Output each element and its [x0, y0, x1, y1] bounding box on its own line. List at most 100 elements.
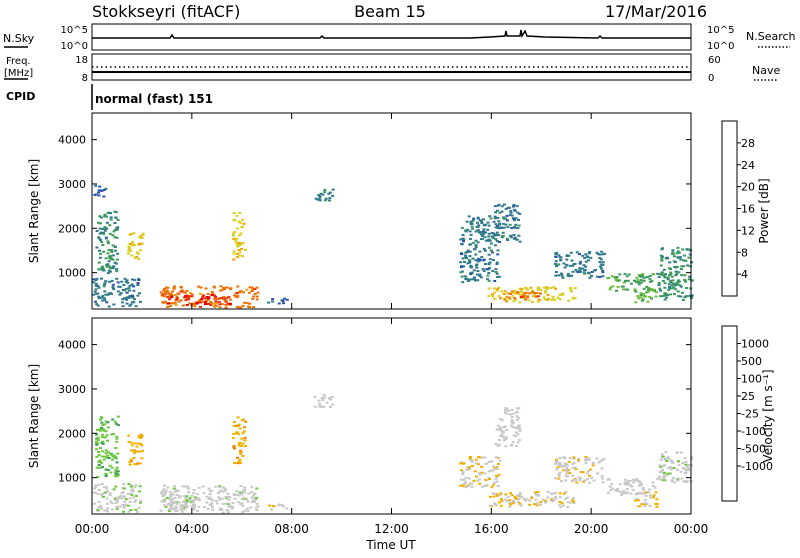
power-cell — [657, 282, 661, 284]
velocity-cell — [188, 497, 192, 500]
velocity-cell — [96, 493, 100, 496]
velocity-cell — [99, 466, 103, 469]
velocity-cell — [205, 501, 209, 504]
velocity-patch — [488, 490, 576, 509]
velocity-colorbar-label: Velocity [m s⁻¹] — [761, 369, 775, 462]
power-cell — [482, 218, 485, 221]
velocity-cell — [211, 508, 214, 511]
power-cell — [509, 293, 513, 295]
velocity-cell — [178, 495, 182, 498]
velocity-cell — [115, 508, 119, 511]
velocity-cell — [253, 500, 256, 503]
power-cell — [542, 286, 546, 289]
power-cell — [247, 291, 251, 294]
velocity-cell — [236, 501, 240, 504]
power-cell — [479, 233, 483, 236]
velocity-cell — [517, 424, 521, 427]
power-cell — [218, 306, 222, 309]
velocity-cell — [110, 502, 114, 505]
velocity-cell — [235, 431, 239, 434]
velocity-cell — [192, 503, 195, 506]
power-cell — [479, 238, 483, 240]
velocity-cell — [99, 505, 102, 508]
velocity-cell — [130, 488, 134, 491]
velocity-patch — [606, 478, 657, 497]
velocity-cell — [683, 472, 687, 475]
velocity-cell — [328, 405, 332, 408]
velocity-cell — [331, 403, 334, 406]
power-cell — [479, 231, 483, 233]
velocity-cell — [245, 498, 249, 501]
power-cell — [95, 292, 98, 295]
power-cell — [687, 256, 691, 259]
velocity-cell — [465, 468, 469, 471]
power-cell — [468, 255, 472, 258]
power-cell — [467, 258, 471, 261]
velocity-cell — [114, 502, 118, 504]
velocity-cell — [240, 493, 244, 496]
velocity-cell — [483, 472, 487, 475]
power-cell — [671, 251, 675, 254]
velocity-cell — [477, 472, 481, 475]
power-cell — [475, 273, 479, 276]
velocity-cell — [115, 461, 119, 464]
velocity-cell — [203, 506, 207, 508]
velocity-patch — [656, 451, 694, 484]
power-cell — [586, 256, 590, 259]
velocity-cell — [557, 473, 561, 476]
velocity-cell — [514, 431, 518, 434]
velocity-cell — [459, 484, 463, 487]
power-cell — [680, 265, 684, 268]
power-cell — [518, 287, 522, 290]
velocity-cell — [205, 495, 209, 498]
power-cell — [102, 250, 106, 253]
power-cell — [571, 270, 575, 273]
power-cell — [573, 297, 577, 300]
velocity-cell — [110, 433, 114, 436]
velocity-cell — [602, 458, 606, 460]
power-cell — [655, 291, 659, 294]
velocity-cell — [607, 491, 610, 494]
power-cell — [235, 237, 239, 240]
power-cell — [232, 258, 236, 261]
power-cell — [626, 279, 630, 282]
velocity-cell — [121, 503, 124, 506]
power-cell — [685, 287, 689, 289]
power-cell — [474, 239, 478, 242]
velocity-cell — [175, 509, 179, 512]
velocity-cell — [101, 440, 105, 443]
velocity-cell — [226, 503, 230, 506]
velocity-cell — [96, 475, 100, 478]
velocity-cell — [254, 506, 258, 509]
power-cell — [209, 304, 213, 306]
power-cell — [613, 276, 617, 279]
power-cell — [159, 291, 163, 294]
velocity-cell — [565, 466, 569, 469]
power-cell — [103, 299, 107, 302]
power-cell — [633, 288, 637, 291]
velocity-cell — [660, 453, 664, 456]
velocity-cell — [173, 496, 177, 499]
power-cell — [476, 221, 479, 224]
power-cell — [674, 284, 678, 287]
velocity-cell — [659, 478, 663, 481]
power-cell — [668, 261, 672, 264]
velocity-cell — [226, 511, 230, 514]
power-cell — [503, 290, 507, 293]
power-cell — [469, 220, 473, 223]
power-cell — [125, 296, 129, 299]
velocity-cell — [658, 464, 662, 467]
power-cell — [108, 280, 111, 283]
velocity-cell — [227, 495, 231, 498]
power-cell — [267, 301, 271, 304]
velocity-cell — [534, 491, 537, 494]
velocity-cell — [495, 476, 499, 478]
velocity-cell — [95, 448, 98, 451]
power-cell — [460, 226, 464, 229]
velocity-cell — [167, 510, 171, 513]
velocity-cell — [506, 496, 510, 499]
power-cell — [666, 276, 670, 279]
power-cell — [505, 237, 509, 240]
power-cell — [615, 289, 618, 292]
power-cell — [504, 207, 508, 210]
